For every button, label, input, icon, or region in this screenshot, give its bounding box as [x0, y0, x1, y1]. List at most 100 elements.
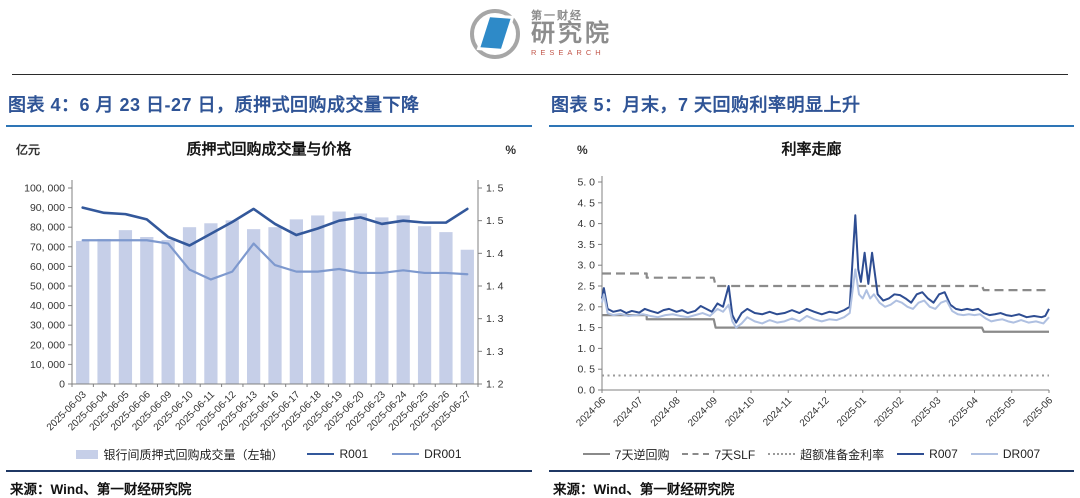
y-axis-tick-label: 3. 5 — [577, 239, 595, 251]
rate-line-7天逆回购 — [602, 314, 1049, 333]
logo-brand-line3: RESEARCH — [531, 48, 605, 58]
legend-line-swatch-icon — [970, 453, 998, 455]
figure5-source: 来源：Wind、第一财经研究院 — [553, 482, 735, 497]
legend-item: R007 — [897, 447, 958, 461]
figure4-chart-header: 亿元 质押式回购成交量与价格 % — [6, 138, 532, 159]
figure5-heading: 图表 5：月末，7 天回购利率明显上升 — [549, 88, 1074, 127]
x-axis-tick-label: 2024-06 — [574, 395, 608, 429]
right-axis-tick-label: 1. 3 — [486, 313, 504, 325]
volume-bar — [182, 227, 197, 384]
legend-item: 超额准备金利率 — [768, 446, 884, 463]
y-axis-tick-label: 2. 0 — [577, 301, 595, 313]
volume-bar — [204, 223, 218, 384]
y-axis-tick-label: 4. 0 — [577, 218, 595, 230]
legend-bar-swatch-icon — [76, 449, 99, 459]
volume-bar — [289, 219, 303, 384]
right-axis-tick-label: 1. 4 — [486, 281, 504, 293]
volume-bar — [353, 213, 368, 384]
x-axis-tick-label: 2024-12 — [798, 395, 832, 429]
figure5-chart-header: % 利率走廊 — [549, 138, 1074, 159]
volume-bar — [247, 229, 261, 384]
rate-line-DR007 — [601, 268, 1050, 329]
left-axis-tick-label: 80, 000 — [30, 222, 65, 234]
legend-item: DR007 — [970, 447, 1041, 461]
figure4-legend: 银行间质押式回购成交量（左轴） R001 DR001 — [6, 445, 532, 463]
left-axis-tick-label: 100, 000 — [24, 183, 65, 195]
volume-bar — [97, 238, 111, 384]
header-divider — [12, 74, 1068, 75]
figure4-right-axis-unit: % — [505, 143, 516, 157]
legend-item: R001 — [307, 447, 368, 461]
x-axis-tick-label: 2024-08 — [649, 395, 683, 429]
volume-bar — [311, 215, 325, 384]
figure5-chart-title: 利率走廊 — [781, 141, 842, 158]
left-axis-tick-label: 70, 000 — [30, 241, 65, 253]
legend-item: 银行间质押式回购成交量（左轴） — [76, 446, 283, 463]
legend-label: 7天逆回购 — [614, 447, 670, 462]
volume-bar — [332, 211, 346, 384]
left-axis-tick-label: 50, 000 — [30, 281, 65, 293]
volume-bar — [417, 226, 432, 384]
left-axis-tick-label: 90, 000 — [30, 202, 65, 214]
left-axis-tick-label: 0 — [59, 379, 65, 391]
legend-label: DR001 — [424, 447, 462, 461]
x-axis-tick-label: 2025-02 — [872, 395, 906, 429]
figure5-section: 图表 5：月末，7 天回购利率明显上升 % 利率走廊 0. 0 0. 5 1. 0 1… — [549, 88, 1074, 498]
right-axis-tick-label: 1. 2 — [486, 379, 504, 391]
y-axis-tick-label: 0. 5 — [577, 364, 595, 376]
figure4-source: 来源：Wind、第一财经研究院 — [10, 482, 192, 497]
left-axis-tick-label: 60, 000 — [30, 261, 65, 273]
legend-line-swatch-icon — [682, 453, 710, 455]
rate-corridor-chart: 0. 0 0. 5 1. 0 1. 5 2. 0 2. 5 3. 0 3. 5 4. 0 4. 5… — [574, 176, 1055, 429]
legend-item: DR001 — [392, 447, 462, 461]
y-axis-tick-label: 0. 0 — [577, 385, 595, 397]
legend-label: 7天SLF — [714, 447, 756, 462]
right-axis-tick-label: 1. 3 — [486, 346, 504, 358]
volume-bar — [396, 215, 410, 384]
y-axis-tick-label: 1. 5 — [577, 322, 595, 334]
left-axis-tick-label: 40, 000 — [30, 300, 65, 312]
left-axis-tick-label: 10, 000 — [30, 359, 65, 371]
legend-line-swatch-icon — [768, 453, 796, 455]
y-axis-tick-label: 5. 0 — [577, 177, 595, 189]
legend-label: 银行间质押式回购成交量（左轴） — [103, 447, 284, 462]
volume-bar — [439, 232, 453, 384]
legend-label: R001 — [339, 447, 369, 461]
figure4-section: 图表 4：6 月 23 日-27 日，质押式回购成交量下降 亿元 质押式回购成交… — [6, 88, 532, 498]
figure4-left-axis-unit: 亿元 — [16, 143, 41, 157]
legend-line-swatch-icon — [392, 453, 420, 455]
right-axis-tick-label: 1. 5 — [486, 215, 504, 227]
rate-line-DR001 — [81, 239, 469, 281]
figure5-bottom-rule — [549, 470, 1074, 472]
legend-line-swatch-icon — [897, 453, 925, 455]
right-axis-tick-label: 1. 4 — [486, 248, 504, 260]
volume-bar — [140, 237, 154, 384]
legend-item: 7天逆回购 — [582, 446, 670, 463]
x-axis-tick-label: 2025-06 — [1021, 395, 1055, 429]
x-axis-tick-label: 2025-04 — [947, 395, 981, 429]
volume-bar — [460, 249, 474, 384]
legend-item: 7天SLF — [682, 446, 755, 463]
y-axis-tick-label: 3. 0 — [577, 260, 595, 272]
volume-bar — [375, 217, 389, 384]
volume-bar — [225, 220, 239, 384]
pledged-repo-volume-price-chart: 0 10, 000 20, 000 30, 000 40, 000 50, 000 60, … — [24, 180, 504, 433]
x-axis-tick-label: 2025-03 — [910, 395, 944, 429]
x-axis-tick-label: 2024-11 — [761, 395, 795, 429]
x-axis-tick-label: 2024-10 — [723, 395, 757, 429]
logo-text: 第一财经 研究院 RESEARCH — [531, 10, 612, 58]
volume-bar — [268, 227, 282, 384]
yicai-logo-icon — [468, 7, 522, 61]
left-axis-tick-label: 20, 000 — [30, 339, 65, 351]
x-axis-tick-label: 2024-09 — [686, 395, 720, 429]
legend-label: R007 — [929, 447, 958, 461]
legend-label: DR007 — [1002, 447, 1041, 461]
rate-line-R001 — [81, 206, 469, 247]
volume-bar — [118, 230, 133, 384]
yicai-research-logo: 第一财经 研究院 RESEARCH — [468, 7, 612, 61]
left-axis-tick-label: 30, 000 — [30, 320, 65, 332]
figure4-chart-title: 质押式回购成交量与价格 — [186, 141, 352, 158]
y-axis-tick-label: 2. 5 — [577, 281, 595, 293]
volume-bar — [161, 239, 175, 384]
